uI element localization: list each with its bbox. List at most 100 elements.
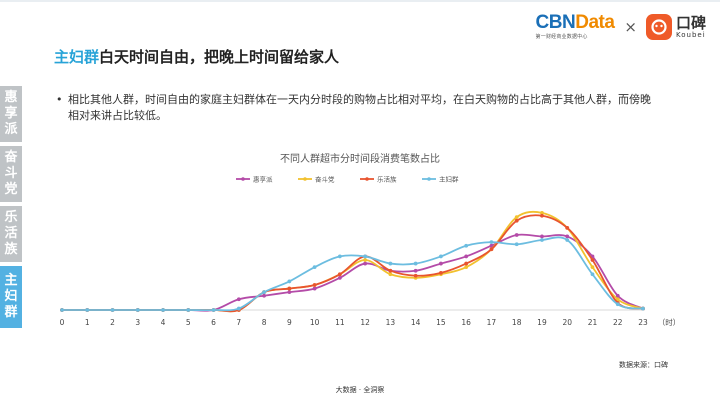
data-point — [565, 225, 570, 230]
data-point — [464, 261, 469, 266]
x-tick-label: 17 — [487, 318, 497, 327]
cbndata-subtitle: 第一财经商业数据中心 — [535, 34, 588, 40]
legend-marker — [427, 177, 431, 181]
data-point — [262, 293, 266, 298]
x-tick-label: 7 — [236, 318, 241, 327]
legend-label: 主妇群 — [439, 175, 459, 184]
tab-char: 党 — [4, 182, 18, 197]
data-point — [186, 308, 191, 312]
data-point — [615, 297, 620, 302]
data-point — [590, 265, 595, 270]
data-point — [464, 265, 469, 270]
data-point — [236, 306, 241, 311]
legend-label: 奋斗党 — [315, 175, 335, 184]
data-point — [565, 238, 570, 242]
x-tick-label: 18 — [512, 318, 522, 327]
page-title-rest: 白天时间自由，把晚上时间留给家人 — [99, 48, 340, 66]
x-tick-label: 4 — [161, 318, 166, 327]
x-tick-label: 9 — [287, 318, 292, 327]
data-point — [615, 302, 620, 307]
page-title: 主妇群白天时间自由，把晚上时间留给家人 — [54, 46, 339, 67]
tab-fendoudang[interactable]: 奋斗党 — [0, 146, 22, 202]
data-point — [85, 308, 90, 312]
x-tick-label: 11 — [335, 318, 345, 327]
data-point — [287, 286, 292, 291]
data-point — [413, 268, 418, 273]
tab-char: 派 — [4, 122, 18, 137]
data-point — [489, 247, 494, 252]
data-point — [413, 273, 418, 278]
series-line — [62, 233, 644, 312]
data-point — [489, 243, 494, 248]
legend-label: 惠享派 — [253, 175, 273, 184]
data-point — [337, 272, 342, 277]
legend-marker — [303, 177, 307, 181]
x-tick-label: 21 — [588, 318, 598, 327]
cbndata-logo: CBNData 第一财经商业数据中心 — [535, 12, 615, 40]
data-point — [60, 308, 64, 312]
data-point — [439, 270, 443, 275]
data-point — [439, 254, 443, 259]
legend-marker — [241, 177, 245, 181]
x-tick-label: 13 — [386, 318, 396, 327]
data-point — [262, 290, 266, 295]
tab-char: 惠 — [4, 90, 18, 105]
data-point — [565, 234, 570, 239]
koubei-logo-en: Koubei — [675, 31, 706, 39]
x-tick-label: 2 — [110, 318, 115, 327]
data-point — [363, 261, 368, 266]
cbndata-logo-part2: Data — [575, 12, 615, 33]
data-point — [439, 261, 443, 266]
data-point — [312, 286, 317, 291]
data-point — [514, 233, 519, 237]
data-point — [236, 297, 241, 302]
tab-lehuozu[interactable]: 乐活族 — [0, 206, 22, 262]
data-point — [161, 308, 165, 312]
x-tick-label: 10 — [310, 318, 320, 327]
data-point — [590, 272, 595, 277]
tab-char: 族 — [4, 242, 18, 257]
data-point — [540, 234, 544, 239]
koubei-logo-icon — [645, 14, 672, 40]
data-point — [287, 279, 292, 284]
data-point — [363, 254, 368, 259]
series-line — [62, 210, 644, 313]
x-tick-label: 20 — [562, 318, 572, 327]
tab-char: 奋 — [4, 150, 18, 165]
series-line — [62, 214, 644, 313]
tab-huixiangpai[interactable]: 惠享派 — [0, 86, 22, 142]
series-line — [62, 236, 644, 312]
tab-zhufuqun[interactable]: 主妇群 — [0, 266, 22, 328]
x-tick-label: 23 — [638, 318, 648, 327]
tab-char: 活 — [4, 226, 18, 241]
bullet-dot: • — [56, 93, 63, 106]
x-tick-label: 19 — [537, 318, 547, 327]
data-point — [514, 215, 519, 220]
data-point — [388, 261, 393, 266]
data-point — [514, 218, 519, 223]
data-point — [135, 308, 140, 312]
x-tick-label: 6 — [211, 318, 216, 327]
tab-char: 群 — [4, 305, 18, 320]
x-tick-label: 12 — [360, 318, 370, 327]
data-point — [514, 242, 519, 247]
data-point — [211, 308, 216, 312]
x-axis-unit: （时） — [658, 317, 681, 327]
data-point — [464, 254, 469, 259]
x-tick-label: 8 — [262, 318, 267, 327]
tab-char: 主 — [4, 273, 18, 288]
tab-char: 斗 — [4, 166, 18, 181]
data-point — [312, 283, 317, 287]
summary-bullet: • 相比其他人群，时间自由的家庭主妇群体在一天内分时段的购物占比相对平均，在白天… — [56, 92, 656, 124]
data-point — [388, 272, 393, 277]
data-point — [615, 293, 620, 298]
cbndata-logo-part1: CBN — [535, 12, 576, 33]
footer-slogan: 大数据 · 全洞察 — [335, 386, 385, 394]
segment-tabs: 惠享派 奋斗党 乐活族 主妇群 — [0, 86, 22, 332]
koubei-logo-text: 口碑 — [675, 14, 706, 32]
data-point — [489, 240, 494, 245]
x-tick-label: 22 — [613, 318, 623, 327]
data-point — [641, 306, 645, 311]
x-tick-label: 3 — [135, 318, 140, 327]
